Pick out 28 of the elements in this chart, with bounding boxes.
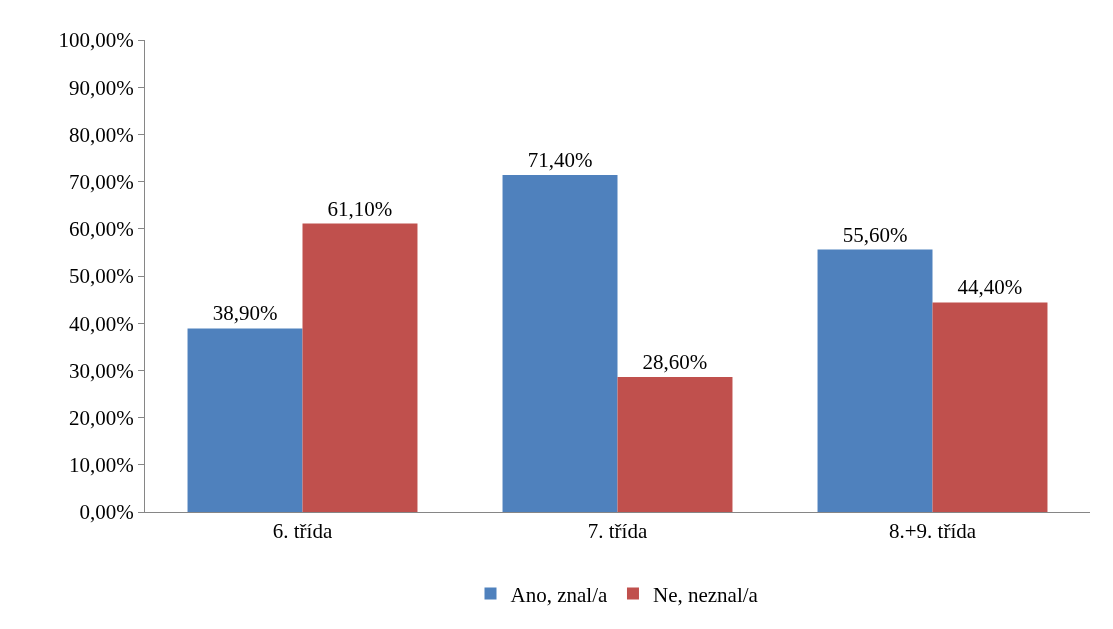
legend-label: Ano, znal/a: [510, 582, 608, 607]
data-label: 61,10%: [327, 196, 393, 221]
x-tick-label: 6. třída: [272, 519, 333, 544]
data-label: 38,90%: [212, 301, 278, 326]
x-tick-label: 8.+9. třída: [888, 519, 977, 544]
bar: [302, 223, 418, 512]
bar: [187, 328, 303, 512]
x-tick-label: 7. třída: [587, 519, 648, 544]
y-tick-label: 30,00%: [69, 358, 134, 383]
y-tick-label: 90,00%: [69, 75, 134, 100]
y-tick-label: 40,00%: [69, 311, 134, 336]
data-label: 28,60%: [642, 350, 708, 375]
y-tick-label: 20,00%: [69, 405, 134, 430]
y-tick-label: 70,00%: [69, 169, 134, 194]
y-tick-label: 100,00%: [58, 28, 134, 53]
legend-label: Ne, neznal/a: [652, 582, 759, 607]
data-label: 44,40%: [957, 275, 1023, 300]
bar: [617, 377, 733, 512]
y-tick-label: 50,00%: [69, 264, 134, 289]
data-label: 71,40%: [527, 147, 593, 172]
y-tick-label: 0,00%: [79, 500, 134, 525]
bar: [932, 302, 1048, 512]
y-tick-label: 80,00%: [69, 122, 134, 147]
y-tick-label: 60,00%: [69, 217, 134, 242]
bar: [502, 174, 618, 512]
y-tick-label: 10,00%: [69, 453, 134, 478]
data-label: 55,60%: [842, 222, 908, 247]
bar: [817, 249, 933, 512]
